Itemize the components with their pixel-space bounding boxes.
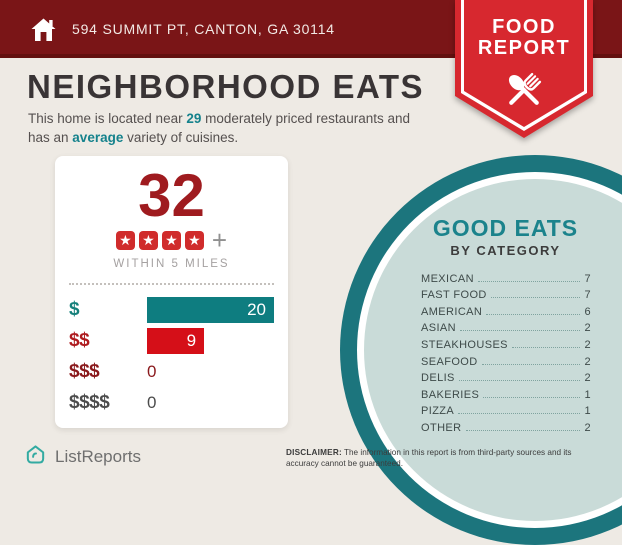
total-restaurants-count: 32 [138,162,205,229]
bar-row: $20 [69,297,274,323]
listreports-logo-text: ListReports [55,447,141,466]
star-icon: ★ [184,230,204,250]
category-name: FAST FOOD [421,289,487,302]
bar-zero-value: 0 [147,393,157,412]
dotted-leader [511,346,581,348]
bar-row: $$$ 0 [69,359,274,385]
bar: 9 [147,328,205,354]
category-count: 6 [584,305,591,318]
category-count: 2 [584,372,591,385]
ribbon-title-line2: REPORT [477,37,571,59]
category-count: 1 [584,405,591,418]
price-tier-label: $ [69,299,80,320]
good-eats-subtitle: BY CATEGORY [450,243,561,258]
bar-zero-value: 0 [147,362,157,381]
category-count: 2 [584,338,591,351]
category-row: DELIS 2 [421,369,591,386]
page-title: NEIGHBORHOOD EATS [27,68,425,105]
category-count: 2 [584,322,591,335]
plus-icon: + [211,225,228,255]
ribbon-title-line1: FOOD [492,16,556,38]
disclaimer: DISCLAIMER: The information in this repo… [286,448,572,469]
category-list: MEXICAN 7 FAST FOOD 7 AMERICAN 6 ASIAN 2 STEAKHO… [421,269,591,435]
category-name: OTHER [421,421,462,434]
category-row: STEAKHOUSES 2 [421,335,591,352]
bar-track: 20 [147,297,274,323]
category-count: 1 [584,388,591,401]
star-icon: ★ [138,230,158,250]
dotted-leader [477,280,581,282]
price-tier-label: $$ [69,330,90,351]
category-count: 7 [584,272,591,285]
category-row: ASIAN 2 [421,319,591,336]
dotted-leader [483,396,581,398]
good-eats-title: GOOD EATS [432,215,579,241]
category-row: OTHER 2 [421,418,591,435]
price-tier-label: $$$$ [69,392,110,413]
listreports-house-icon [24,443,47,471]
bar-track: 0 [147,359,274,385]
dotted-leader [458,380,581,382]
category-name: AMERICAN [421,305,483,318]
disclaimer-label: DISCLAIMER: [286,448,342,457]
category-count: 2 [584,355,591,368]
property-address: 594 SUMMIT PT, CANTON, GA 30114 [72,21,335,37]
crossed-spoon-and-fork-icon [494,72,554,119]
category-row: SEAFOOD 2 [421,352,591,369]
good-eats-heading: GOOD EATS BY CATEGORY [408,215,603,258]
restaurant-summary-card: 32 ★ ★ ★ ★ + WITHIN 5 MILES $20 $$ 9 $$$ 0 $$$$ 0 [55,156,288,428]
bar-row: $$$$ 0 [69,390,274,416]
dotted-leader [460,330,581,332]
home-icon [30,17,57,42]
listreports-logo: ListReports [24,443,141,471]
category-name: MEXICAN [421,272,474,285]
star-icon: ★ [115,230,135,250]
category-name: ASIAN [421,322,457,335]
dotted-leader [458,413,581,415]
category-row: PIZZA 1 [421,402,591,419]
restaurant-count-highlight: 29 [186,111,202,126]
category-name: BAKERIES [421,388,480,401]
category-row: AMERICAN 6 [421,302,591,319]
variety-highlight: average [72,129,124,145]
dotted-leader [486,313,581,315]
dotted-divider [69,283,274,285]
bar-track: 0 [147,390,274,416]
category-row: FAST FOOD 7 [421,286,591,303]
category-row: BAKERIES 1 [421,385,591,402]
dotted-leader [490,297,581,299]
summary-sentence: This home is located near 29 moderately … [28,111,410,145]
star-icon: ★ [161,230,181,250]
category-count: 7 [584,289,591,302]
category-row: MEXICAN 7 [421,269,591,286]
category-name: SEAFOOD [421,355,478,368]
price-bar-chart: $20 $$ 9 $$$ 0 $$$$ 0 [69,297,274,416]
bar: 20 [147,297,274,323]
bar-track: 9 [147,328,274,354]
price-tier-label: $$$ [69,361,100,382]
food-report-ribbon: FOOD REPORT [455,0,593,138]
category-name: STEAKHOUSES [421,338,508,351]
bar-row: $$ 9 [69,328,274,354]
star-rating: ★ ★ ★ ★ + [69,225,274,255]
category-name: DELIS [421,372,455,385]
dotted-leader [465,429,581,431]
category-count: 2 [584,421,591,434]
dotted-leader [481,363,581,365]
category-name: PIZZA [421,405,455,418]
radius-caption: WITHIN 5 MILES [113,258,230,270]
